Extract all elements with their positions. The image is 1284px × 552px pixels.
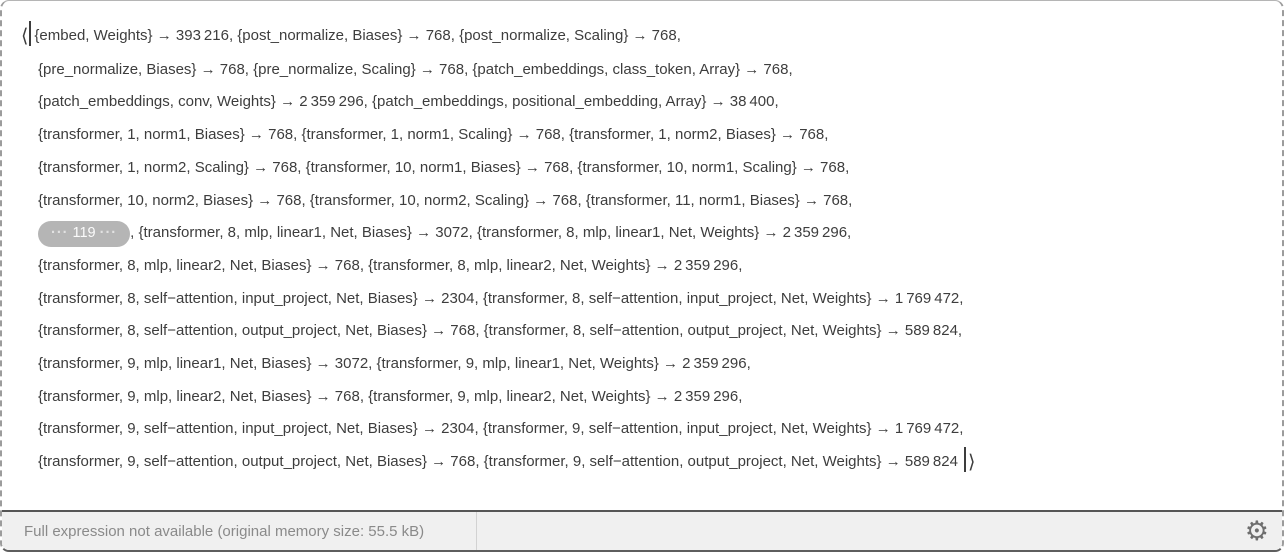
ellipsis-icon: ···: [51, 225, 69, 242]
expression-line: {transformer, 9, mlp, linear1, Net, Bias…: [38, 348, 1268, 381]
expression-line: {transformer, 8, mlp, linear2, Net, Bias…: [38, 250, 1268, 283]
rule-text: {transformer, 1, norm1, Biases} → 768, {…: [38, 126, 829, 144]
rule-text: {transformer, 9, mlp, linear2, Net, Bias…: [38, 387, 743, 405]
expression-line: {transformer, 9, self−attention, input_p…: [38, 413, 1268, 446]
rule-text: {transformer, 1, norm2, Scaling} → 768, …: [38, 158, 850, 176]
rule-text: {pre_normalize, Biases} → 768, {pre_norm…: [38, 60, 793, 78]
expression-line: {transformer, 8, self−attention, output_…: [38, 315, 1268, 348]
expression-line: {transformer, 9, self−attention, output_…: [38, 446, 1268, 480]
expression-line: {transformer, 10, norm2, Biases} → 768, …: [38, 185, 1268, 218]
expression-line: {transformer, 8, self−attention, input_p…: [38, 283, 1268, 316]
rule-text: {embed, Weights} → 393 216, {post_normal…: [34, 27, 681, 44]
rule-text: , {transformer, 8, mlp, linear1, Net, Bi…: [130, 224, 852, 242]
rule-text: {transformer, 8, self−attention, input_p…: [38, 289, 964, 307]
expression-line: {patch_embeddings, conv, Weights} → 2 35…: [38, 86, 1268, 119]
gear-icon[interactable]: ⚙: [1244, 515, 1269, 546]
assoc-bar-icon: [963, 447, 966, 473]
expression-content: ⟨ {embed, Weights} → 393 216, {post_norma…: [2, 1, 1282, 510]
assoc-bar-icon: [29, 21, 32, 46]
footer-divider: [476, 512, 477, 550]
rule-text: {transformer, 8, mlp, linear2, Net, Bias…: [38, 256, 743, 274]
elided-count: 119: [72, 225, 96, 242]
expression-line: {pre_normalize, Biases} → 768, {pre_norm…: [38, 54, 1268, 87]
expression-line: ··· 119 ···, {transformer, 8, mlp, linear1…: [38, 217, 1268, 250]
left-angle-bracket-icon: ⟨: [21, 26, 29, 47]
expression-line: {transformer, 1, norm1, Biases} → 768, {…: [38, 119, 1268, 152]
elision-badge[interactable]: ··· 119 ···: [38, 221, 131, 247]
rule-text: {transformer, 9, self−attention, output_…: [38, 453, 958, 471]
rule-text: {transformer, 8, self−attention, output_…: [38, 322, 963, 340]
status-text: Full expression not available (original …: [24, 522, 425, 540]
rule-text: {patch_embeddings, conv, Weights} → 2 35…: [38, 93, 779, 111]
rule-text: {transformer, 9, self−attention, input_p…: [38, 420, 964, 438]
expression-line: ⟨ {embed, Weights} → 393 216, {post_norma…: [21, 20, 1268, 54]
right-angle-bracket-icon: ⟩: [967, 452, 976, 474]
assoc-close-bracket: ⟩: [958, 447, 976, 474]
expression-line: {transformer, 1, norm2, Scaling} → 768, …: [38, 152, 1268, 185]
ellipsis-icon: ···: [99, 225, 118, 242]
status-bar: Full expression not available (original …: [2, 510, 1282, 550]
rule-text: {transformer, 9, mlp, linear1, Net, Bias…: [38, 355, 751, 373]
assoc-open-bracket: ⟨: [21, 20, 34, 54]
rule-text: {transformer, 10, norm2, Biases} → 768, …: [38, 191, 853, 209]
expression-line: {transformer, 9, mlp, linear2, Net, Bias…: [38, 381, 1268, 414]
